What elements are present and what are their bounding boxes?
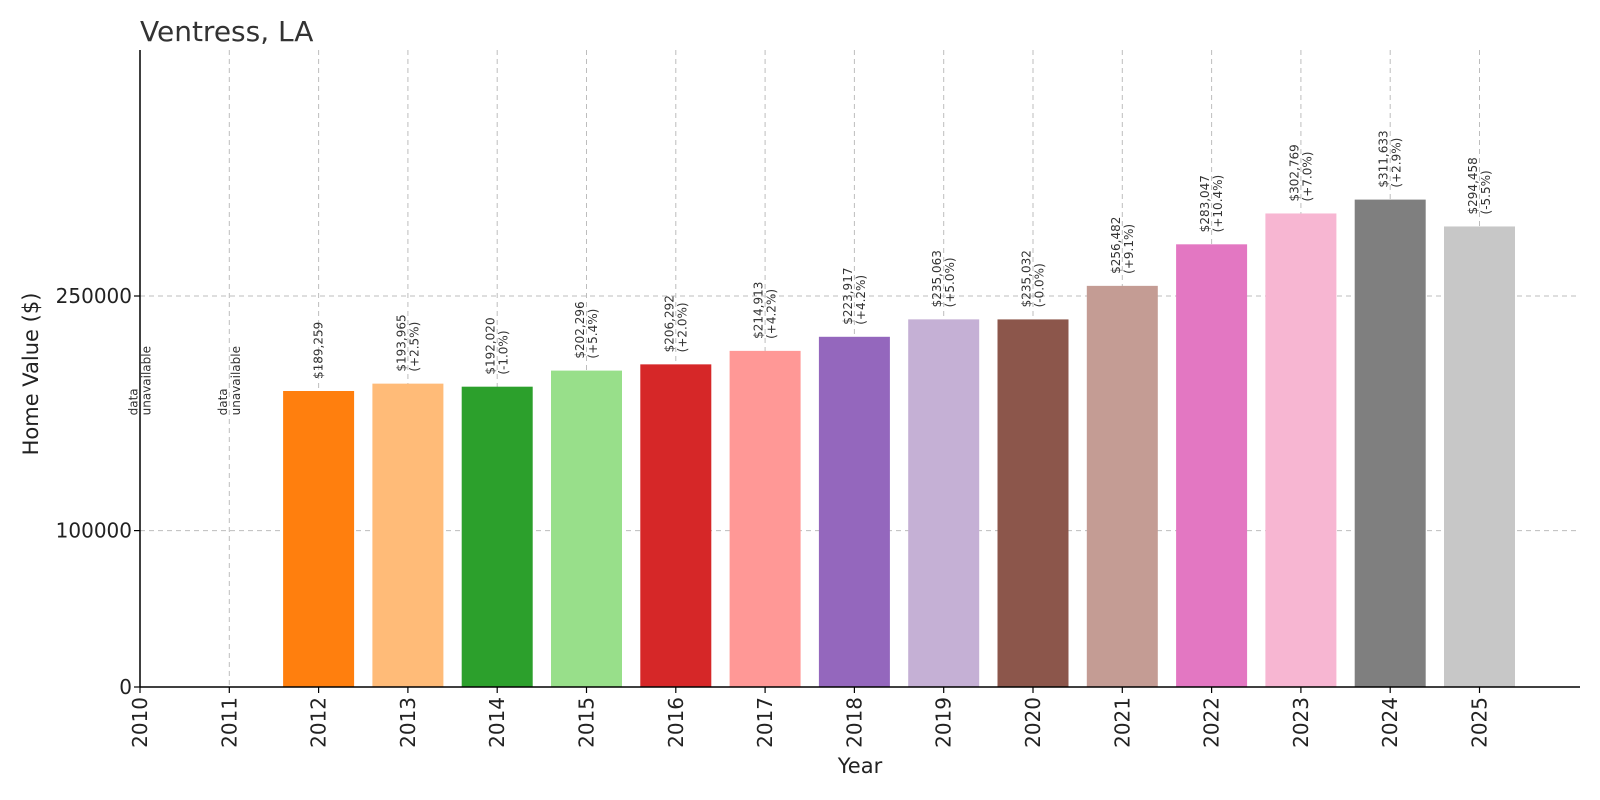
y-tick-label: 250000 [56, 284, 132, 308]
bar [1444, 226, 1515, 687]
x-tick-label: 2015 [575, 697, 599, 748]
x-tick-label: 2011 [217, 697, 241, 748]
bar-data-label: $235,063(+5.0%) [930, 250, 957, 307]
bar [818, 336, 890, 687]
bar [1265, 213, 1337, 687]
chart-title: Ventress, LA [140, 15, 313, 48]
x-tick-label: 2018 [842, 697, 866, 748]
x-tick-label: 2022 [1200, 697, 1224, 748]
bar [1354, 199, 1426, 687]
bar-data-label: $256,482(+9.1%) [1109, 217, 1136, 274]
x-tick-label: 2013 [396, 697, 420, 748]
bar-data-label: $223,917(+4.2%) [841, 268, 868, 325]
bar-data-label: $311,633(+2.9%) [1377, 130, 1404, 187]
x-axis-label: Year [837, 754, 883, 778]
x-tick-label: 2012 [307, 697, 331, 748]
bar-data-label: dataunavailable [127, 346, 154, 415]
x-tick-label: 2020 [1021, 697, 1045, 748]
bar-data-label: $302,769(+7.0%) [1287, 144, 1314, 201]
bar-data-label: $189,259 [312, 322, 326, 379]
bar [729, 350, 801, 687]
bar [997, 319, 1069, 687]
x-tick-label: 2019 [932, 697, 956, 748]
bar-data-label: $283,047(+10.4%) [1198, 175, 1225, 233]
x-tick-label: 2014 [485, 697, 509, 748]
bars [283, 199, 1515, 687]
bar-data-label: $193,965(+2.5%) [394, 314, 421, 371]
x-tick-label: 2017 [753, 697, 777, 748]
bar-data-label: $202,296(+5.4%) [573, 301, 600, 358]
axes: 0 100000 250000 2010 2011 2012 2013 2014 2015 201… [56, 50, 1580, 748]
bar [640, 364, 712, 687]
bar-data-label: $206,292(+2.0%) [662, 295, 689, 352]
x-tick-label: 2010 [128, 697, 152, 748]
bar [551, 370, 622, 687]
bar [283, 390, 355, 687]
y-axis-label: Home Value ($) [19, 293, 43, 456]
x-tick-label: 2025 [1468, 697, 1492, 748]
x-tick-label: 2021 [1110, 697, 1134, 748]
bar-data-label: dataunavailable [216, 346, 243, 415]
bar-labels: dataunavailable dataunavailable $189,259 $1… [127, 130, 1494, 415]
bar [372, 383, 444, 687]
y-tick-label: 100000 [56, 519, 132, 543]
bar-data-label: $294,458(-5.5%) [1466, 157, 1493, 214]
bar-data-label: $192,020(-1.0%) [484, 317, 511, 374]
bar-data-label: $235,032(-0.0%) [1020, 250, 1047, 307]
bar [1086, 285, 1158, 687]
x-tick-label: 2024 [1378, 697, 1402, 748]
x-tick-label: 2016 [664, 697, 688, 748]
x-tick-label: 2023 [1289, 697, 1313, 748]
bar [461, 386, 533, 687]
bar [1176, 244, 1248, 687]
bar-data-label: $214,913(+4.2%) [752, 282, 779, 339]
bar [908, 319, 980, 687]
y-tick-label: 0 [119, 675, 132, 699]
